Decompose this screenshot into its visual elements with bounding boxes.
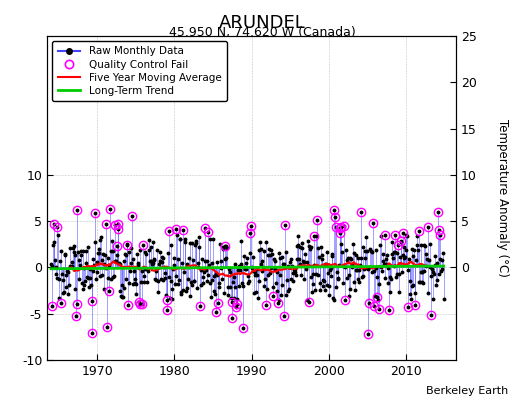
- Text: ARUNDEL: ARUNDEL: [219, 14, 305, 32]
- Text: Berkeley Earth: Berkeley Earth: [426, 386, 508, 396]
- Text: 45.950 N, 74.620 W (Canada): 45.950 N, 74.620 W (Canada): [169, 26, 355, 39]
- Legend: Raw Monthly Data, Quality Control Fail, Five Year Moving Average, Long-Term Tren: Raw Monthly Data, Quality Control Fail, …: [52, 41, 227, 101]
- Y-axis label: Temperature Anomaly (°C): Temperature Anomaly (°C): [496, 119, 509, 277]
